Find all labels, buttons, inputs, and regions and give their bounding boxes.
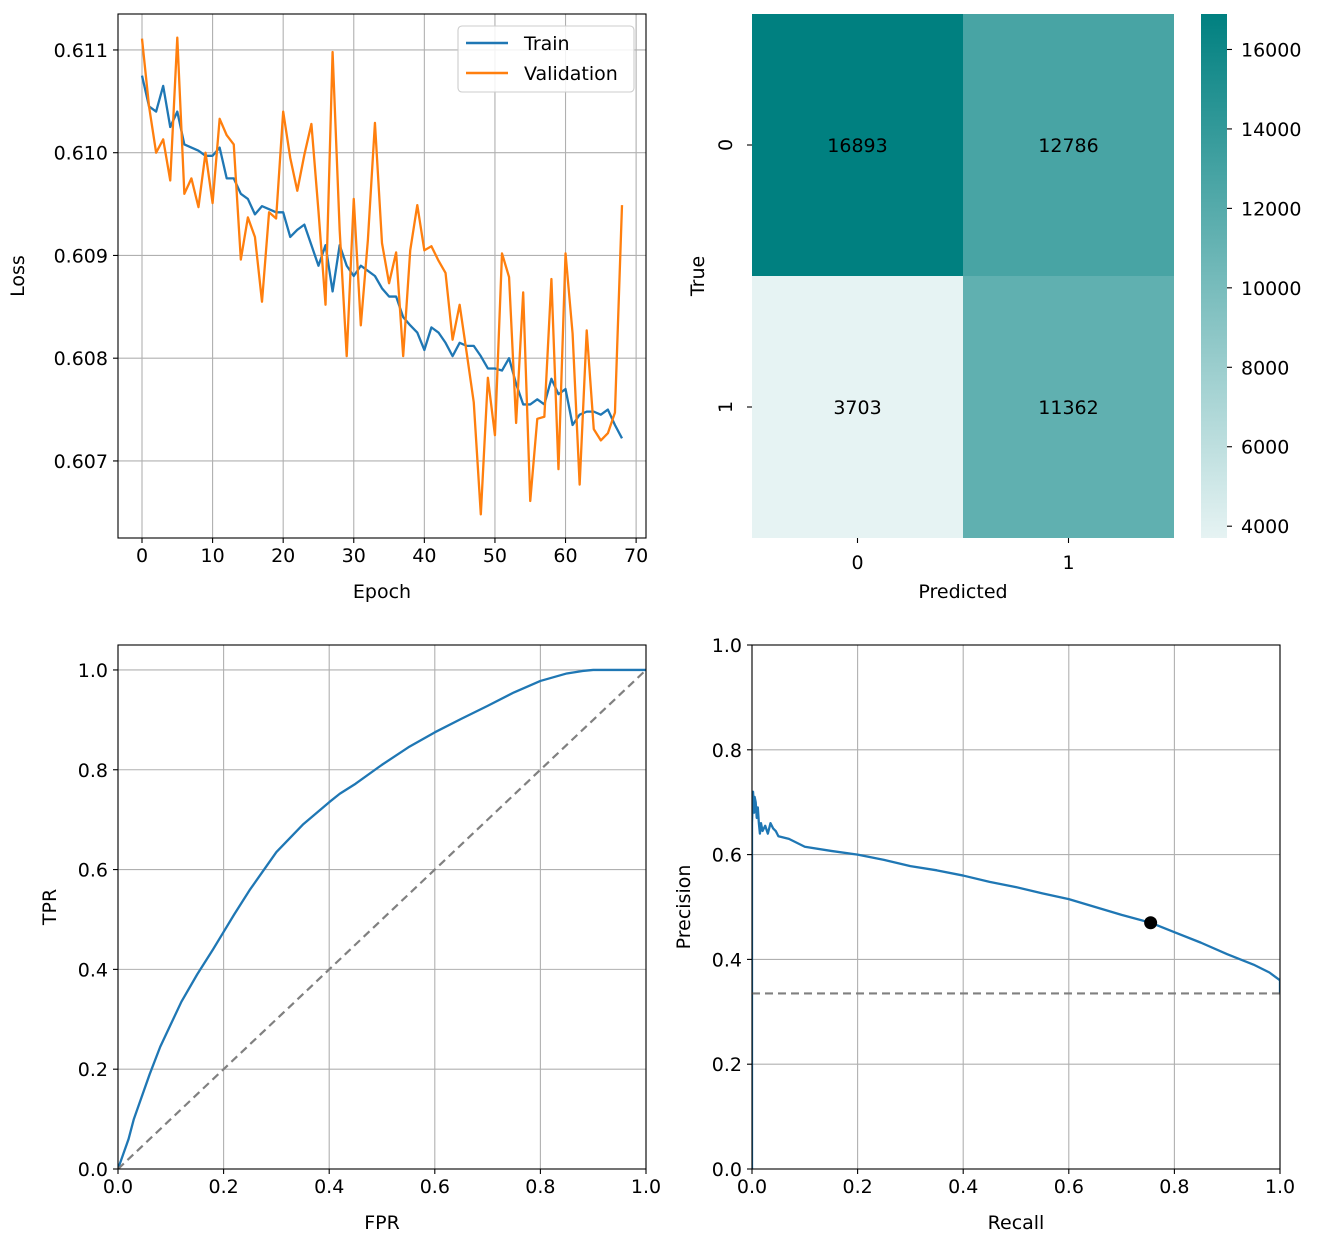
y-tick-label: 1 [715,401,737,413]
x-tick-label: 0.0 [103,1176,133,1198]
y-tick-label: 0.2 [78,1059,108,1081]
x-tick-label: 1.0 [1265,1176,1295,1198]
axes-frame [117,644,647,1170]
x-tick-label: 0.6 [420,1176,450,1198]
y-tick-label: 0.609 [54,245,108,267]
x-axis-label: Epoch [353,581,411,603]
chart-panel-3: 0.0 0.2 0.4 0.6 0.8 1.0 0.0 0.2 0.4 0.6 0.8 1.0 FPR T… [39,644,661,1234]
y-tick-label: 0.6 [712,845,742,867]
heatmap-cell [752,276,963,538]
x-tick-label: 20 [271,545,295,567]
series-line-curve [752,790,1280,1169]
x-tick-label: 0.4 [314,1176,344,1198]
colorbar [1201,14,1227,538]
legend: Train Validation [457,25,635,93]
x-tick-label: 0.8 [1159,1176,1189,1198]
colorbar-tick-label: 12000 [1241,198,1301,220]
series-line-curve [118,668,646,1169]
x-tick-label: 0.4 [948,1176,978,1198]
y-tick-label: 0.8 [78,760,108,782]
colorbar-tick-label: 14000 [1241,119,1301,141]
colorbar-tick-label: 4000 [1241,516,1289,538]
axes-frame [751,644,1281,1170]
series-line-train [140,75,624,439]
axes-frame [117,13,647,539]
x-tick-label: 0 [136,545,148,567]
y-axis-label: Precision [673,865,695,950]
x-axis-label: Predicted [918,581,1007,603]
y-axis-label: True [687,256,709,297]
series-line-validation [140,36,624,516]
x-axis-label: Recall [988,1212,1045,1234]
cell-value-label: 3703 [833,397,881,419]
x-tick-label: 0.2 [208,1176,238,1198]
heatmap-cell [752,14,963,276]
cell-value-label: 16893 [827,135,887,157]
y-tick-label: 0.608 [54,348,108,370]
x-tick-label: 50 [483,545,507,567]
heatmap-cell [963,276,1174,538]
x-tick-label: 0.0 [737,1176,767,1198]
x-tick-label: 0 [851,552,863,574]
y-axis-label: TPR [39,889,61,926]
x-tick-label: 10 [200,545,224,567]
y-axis-label: Loss [7,255,29,297]
y-tick-label: 0 [715,139,737,151]
cell-value-label: 11362 [1038,397,1098,419]
chart-panel-2: 16893 12786 3703 11362 0 1 0 1 Predicted True 4000… [687,14,1301,603]
legend-label-train: Train [523,33,570,55]
x-tick-label: 30 [342,545,366,567]
y-tick-label: 0.0 [712,1159,742,1181]
x-tick-label: 0.2 [842,1176,872,1198]
operating-point-marker [1144,916,1158,930]
colorbar-tick-label: 10000 [1241,278,1301,300]
x-axis-label: FPR [364,1212,400,1234]
y-tick-label: 0.607 [54,451,108,473]
x-tick-label: 70 [624,545,648,567]
colorbar-tick-label: 8000 [1241,357,1289,379]
x-tick-label: 40 [412,545,436,567]
x-tick-label: 0.6 [1054,1176,1084,1198]
y-tick-label: 0.4 [712,949,742,971]
x-tick-label: 1.0 [631,1176,661,1198]
legend-label-validation: Validation [524,63,618,85]
x-tick-label: 60 [553,545,577,567]
y-tick-label: 0.2 [712,1054,742,1076]
colorbar-tick-label: 16000 [1241,39,1301,61]
y-tick-label: 0.611 [54,40,108,62]
y-tick-label: 1.0 [78,660,108,682]
y-tick-label: 0.8 [712,740,742,762]
y-tick-label: 0.4 [78,959,108,981]
y-tick-label: 0.6 [78,860,108,882]
cell-value-label: 12786 [1038,135,1098,157]
x-tick-label: 1 [1062,552,1074,574]
chart-panel-4: 0.0 0.2 0.4 0.6 0.8 1.0 0.0 0.2 0.4 0.6 0.8 1.0 Reca… [673,635,1295,1234]
colorbar-tick-label: 6000 [1241,437,1289,459]
y-tick-label: 0.610 [54,143,108,165]
heatmap-cell [963,14,1174,276]
chart-panel-1: 0 10 20 30 40 50 60 70 0.607 0.608 0.609 0.610 0.611… [7,13,648,603]
series-line-baseline [118,669,646,1169]
y-tick-label: 1.0 [712,635,742,657]
x-tick-label: 0.8 [525,1176,555,1198]
y-tick-label: 0.0 [78,1159,108,1181]
